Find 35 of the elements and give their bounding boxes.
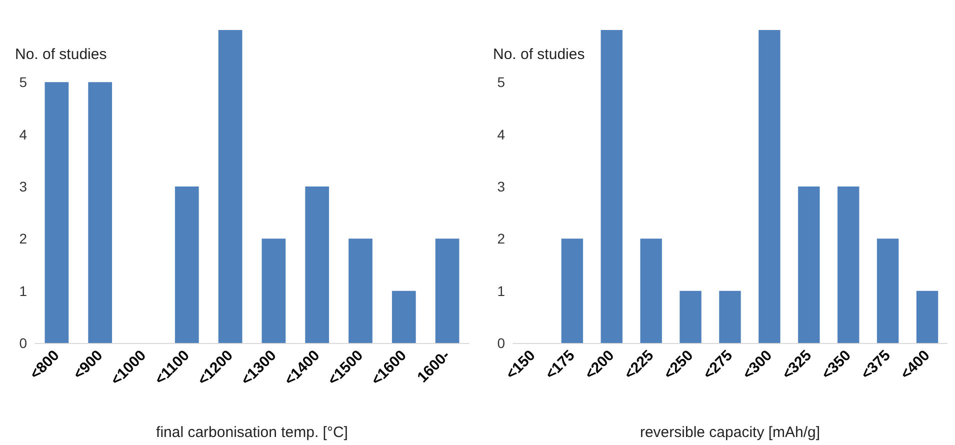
y-tick-label: 2 bbox=[497, 230, 506, 247]
bar bbox=[44, 82, 69, 343]
y-tick-label: 2 bbox=[19, 230, 28, 247]
bar bbox=[838, 186, 860, 343]
y-tick-label: 0 bbox=[497, 335, 506, 351]
bar bbox=[719, 290, 741, 343]
y-tick-label: 1 bbox=[19, 282, 28, 299]
y-tick-label: 5 bbox=[19, 74, 28, 90]
bar bbox=[680, 290, 702, 343]
bar bbox=[305, 186, 330, 343]
bar bbox=[435, 238, 460, 343]
bar bbox=[392, 290, 416, 343]
bar bbox=[262, 238, 286, 343]
bar bbox=[174, 186, 199, 343]
bar bbox=[916, 290, 938, 343]
bar bbox=[640, 238, 662, 343]
y-tick-label: 0 bbox=[19, 335, 28, 351]
x-axis-title: reversible capacity [mAh/g] bbox=[640, 424, 820, 441]
bar bbox=[600, 30, 622, 343]
y-tick-label: 4 bbox=[19, 126, 28, 142]
y-tick-label: 4 bbox=[497, 126, 506, 142]
bar bbox=[561, 238, 584, 343]
y-tick-label: 3 bbox=[19, 178, 28, 194]
bar bbox=[758, 30, 780, 343]
bar bbox=[348, 238, 372, 343]
y-tick-label: 3 bbox=[497, 178, 506, 194]
y-tick-label: 1 bbox=[497, 282, 506, 299]
bar bbox=[218, 30, 242, 343]
x-axis-title: final carbonisation temp. [°C] bbox=[156, 424, 348, 441]
y-tick-label: 5 bbox=[497, 74, 506, 90]
bar bbox=[876, 238, 899, 343]
y-axis-title: No. of studies bbox=[493, 46, 585, 63]
bar bbox=[798, 186, 820, 343]
y-axis-title: No. of studies bbox=[15, 46, 107, 63]
bar bbox=[88, 82, 112, 343]
